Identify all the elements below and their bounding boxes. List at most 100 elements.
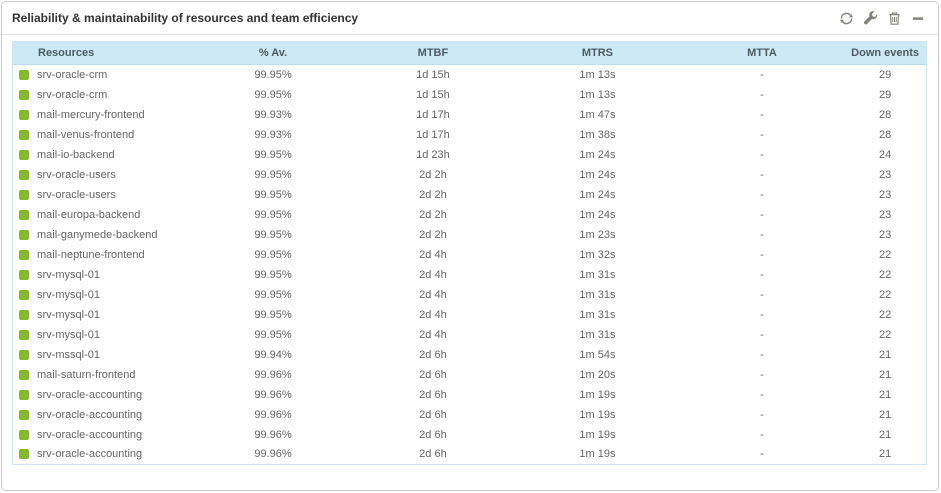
resource-cell: srv-mysql-01 <box>12 264 196 285</box>
mtbf-cell: 2d 4h <box>350 244 516 265</box>
resource-name: srv-oracle-accounting <box>37 388 143 401</box>
mtbf-cell: 2d 2h <box>350 184 516 205</box>
resource-cell: mail-venus-frontend <box>12 124 196 145</box>
availability-cell: 99.95% <box>195 64 351 85</box>
down-events-cell: 21 <box>844 404 927 425</box>
status-ok-icon <box>19 269 29 280</box>
mtrs-cell: 1m 24s <box>515 204 680 225</box>
mtrs-cell: 1m 31s <box>515 324 680 345</box>
table-row: mail-europa-backend 99.95% 2d 2h 1m 24s … <box>12 204 927 225</box>
resource-cell: mail-europa-backend <box>12 204 196 225</box>
resource-cell: srv-mysql-01 <box>12 304 196 325</box>
mtrs-cell: 1m 19s <box>515 424 680 445</box>
resource-name: srv-oracle-users <box>37 168 116 181</box>
table-header-row: Resources % Av. MTBF MTRS MTTA Down even… <box>12 41 927 65</box>
status-ok-icon <box>19 109 29 120</box>
resource-cell: srv-mysql-01 <box>12 324 196 345</box>
table-row: mail-mercury-frontend 99.93% 1d 17h 1m 4… <box>12 104 927 125</box>
status-ok-icon <box>19 229 29 240</box>
resource-cell: mail-neptune-frontend <box>12 244 196 265</box>
mtbf-cell: 2d 4h <box>350 284 516 305</box>
mtrs-cell: 1m 47s <box>515 104 680 125</box>
availability-cell: 99.95% <box>195 204 351 225</box>
mtrs-cell: 1m 20s <box>515 364 680 385</box>
down-events-cell: 22 <box>844 244 927 265</box>
resource-cell: srv-oracle-accounting <box>12 424 196 445</box>
mtbf-cell: 1d 23h <box>350 144 516 165</box>
mtrs-cell: 1m 24s <box>515 184 680 205</box>
mtrs-cell: 1m 19s <box>515 384 680 405</box>
mtta-cell: - <box>679 424 845 445</box>
mtta-cell: - <box>679 124 845 145</box>
availability-cell: 99.96% <box>195 364 351 385</box>
down-events-cell: 21 <box>844 444 927 465</box>
mtta-cell: - <box>679 164 845 185</box>
availability-cell: 99.96% <box>195 444 351 465</box>
down-events-cell: 22 <box>844 304 927 325</box>
status-ok-icon <box>19 149 29 160</box>
widget-toolbar <box>839 10 926 26</box>
availability-cell: 99.95% <box>195 164 351 185</box>
mtbf-cell: 2d 4h <box>350 304 516 325</box>
resource-name: mail-io-backend <box>37 148 115 161</box>
resource-name: mail-ganymede-backend <box>37 228 158 241</box>
mtrs-cell: 1m 32s <box>515 244 680 265</box>
table-row: srv-oracle-accounting 99.96% 2d 6h 1m 19… <box>12 444 927 465</box>
mtrs-cell: 1m 13s <box>515 84 680 105</box>
status-ok-icon <box>19 169 29 180</box>
mtbf-cell: 1d 17h <box>350 104 516 125</box>
mtrs-cell: 1m 24s <box>515 144 680 165</box>
status-ok-icon <box>19 69 29 80</box>
down-events-cell: 28 <box>844 124 927 145</box>
refresh-icon[interactable] <box>839 11 854 26</box>
trash-icon[interactable] <box>887 11 902 26</box>
table-row: srv-oracle-crm 99.95% 1d 15h 1m 13s - 29 <box>12 64 927 85</box>
availability-cell: 99.95% <box>195 84 351 105</box>
resource-name: srv-mysql-01 <box>37 308 100 321</box>
mtrs-cell: 1m 31s <box>515 284 680 305</box>
resource-cell: mail-ganymede-backend <box>12 224 196 245</box>
resource-cell: mail-mercury-frontend <box>12 104 196 125</box>
down-events-cell: 22 <box>844 324 927 345</box>
table-row: srv-mysql-01 99.95% 2d 4h 1m 31s - 22 <box>12 284 927 305</box>
table-row: srv-oracle-accounting 99.96% 2d 6h 1m 19… <box>12 424 927 445</box>
availability-cell: 99.94% <box>195 344 351 365</box>
availability-cell: 99.93% <box>195 104 351 125</box>
table-row: mail-saturn-frontend 99.96% 2d 6h 1m 20s… <box>12 364 927 385</box>
down-events-cell: 22 <box>844 264 927 285</box>
down-events-cell: 23 <box>844 164 927 185</box>
mtbf-cell: 2d 6h <box>350 404 516 425</box>
resource-cell: srv-oracle-users <box>12 184 196 205</box>
availability-cell: 99.96% <box>195 384 351 405</box>
mtbf-cell: 1d 15h <box>350 84 516 105</box>
column-header-mtta: MTTA <box>679 41 845 65</box>
table-row: srv-oracle-crm 99.95% 1d 15h 1m 13s - 29 <box>12 84 927 105</box>
availability-cell: 99.93% <box>195 124 351 145</box>
resource-cell: srv-mssql-01 <box>12 344 196 365</box>
wrench-icon[interactable] <box>863 10 878 26</box>
availability-cell: 99.95% <box>195 324 351 345</box>
mtta-cell: - <box>679 304 845 325</box>
column-header-resources: Resources <box>12 41 196 65</box>
column-header-availability: % Av. <box>195 41 351 65</box>
resource-name: srv-mssql-01 <box>37 348 100 361</box>
down-events-cell: 21 <box>844 344 927 365</box>
mtrs-cell: 1m 19s <box>515 404 680 425</box>
minimize-icon[interactable] <box>911 11 926 26</box>
resource-name: mail-neptune-frontend <box>37 248 145 261</box>
resource-cell: srv-oracle-crm <box>12 84 196 105</box>
mtta-cell: - <box>679 104 845 125</box>
column-header-down-events: Down events <box>844 41 927 65</box>
mtta-cell: - <box>679 444 845 465</box>
mtrs-cell: 1m 23s <box>515 224 680 245</box>
resource-cell: mail-saturn-frontend <box>12 364 196 385</box>
status-ok-icon <box>19 309 29 320</box>
mtrs-cell: 1m 31s <box>515 304 680 325</box>
mtrs-cell: 1m 54s <box>515 344 680 365</box>
mtta-cell: - <box>679 204 845 225</box>
down-events-cell: 21 <box>844 364 927 385</box>
down-events-cell: 29 <box>844 84 927 105</box>
resource-cell: srv-oracle-accounting <box>12 444 196 465</box>
down-events-cell: 23 <box>844 204 927 225</box>
